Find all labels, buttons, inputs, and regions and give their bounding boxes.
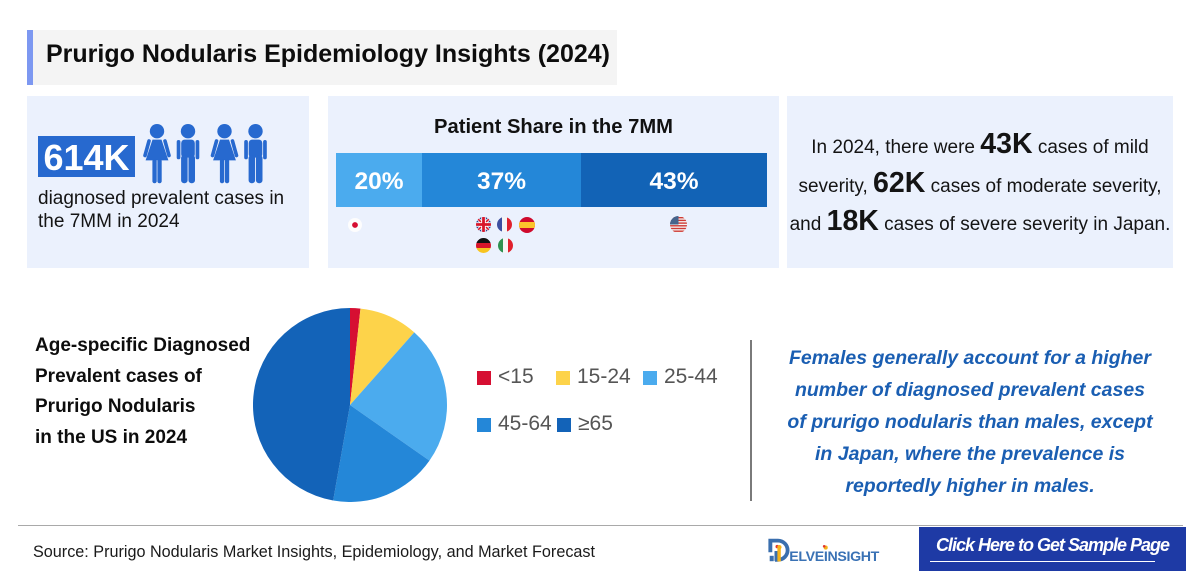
svg-text:ELVEINSIGHT: ELVEINSIGHT [789, 549, 879, 565]
